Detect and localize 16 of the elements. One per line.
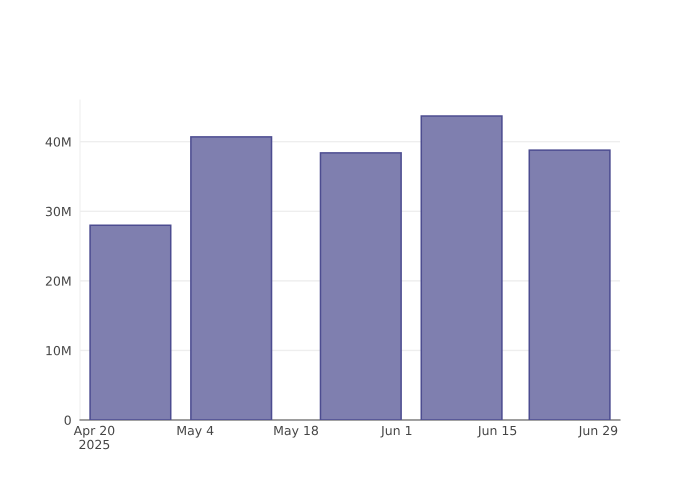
bar xyxy=(190,136,272,420)
x-tick-label: Apr 20 2025 xyxy=(74,426,114,450)
bar xyxy=(528,149,611,420)
x-tick-label: May 18 xyxy=(274,426,318,438)
y-tick-label: 20M xyxy=(46,276,70,286)
bar xyxy=(420,115,503,420)
y-tick-label: 30M xyxy=(46,206,70,216)
y-tick-label: 0 xyxy=(64,415,71,425)
x-tick-label: Jun 15 xyxy=(477,426,516,438)
bar xyxy=(320,152,402,420)
x-tick-label: Jun 1 xyxy=(380,426,412,438)
x-tick-label: May 4 xyxy=(178,426,214,438)
x-tick-label: Jun 29 xyxy=(578,426,618,438)
y-tick-label: 10M xyxy=(46,346,70,356)
bar xyxy=(89,224,172,420)
y-tick-label: 40M xyxy=(46,137,70,147)
